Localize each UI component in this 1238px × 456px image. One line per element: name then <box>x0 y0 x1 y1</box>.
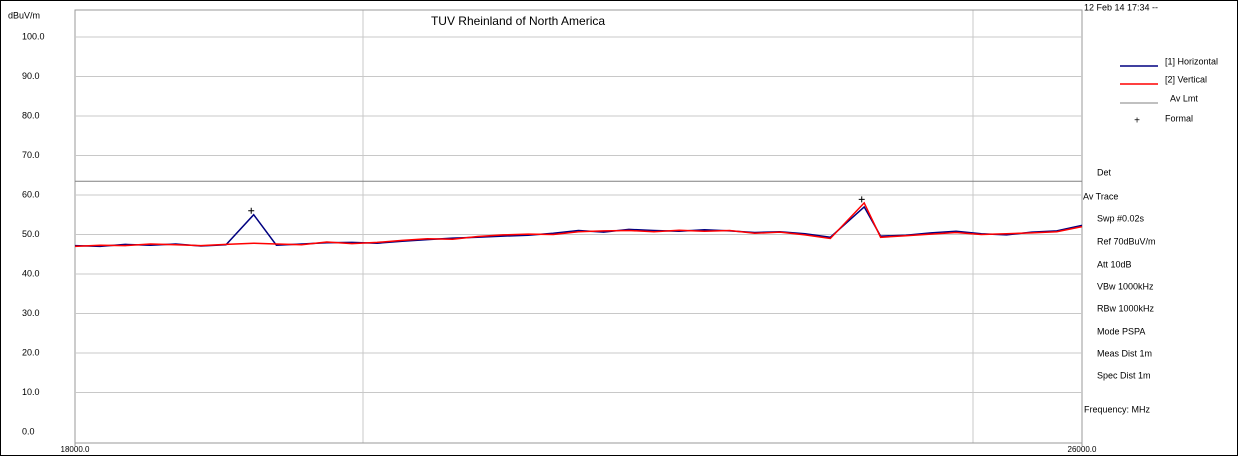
setting: Meas Dist 1m <box>1097 348 1152 358</box>
setting: RBw 1000kHz <box>1097 303 1155 313</box>
chart-title: TUV Rheinland of North America <box>431 14 605 28</box>
setting: Mode PSPA <box>1097 326 1145 336</box>
setting: Att 10dB <box>1097 259 1132 269</box>
y-tick-label: 40.0 <box>22 268 40 278</box>
legend-label: [1] Horizontal <box>1165 56 1218 66</box>
y-tick-label: 10.0 <box>22 387 40 397</box>
y-tick-label: 60.0 <box>22 189 40 199</box>
y-tick-label: 20.0 <box>22 347 40 357</box>
setting: Det <box>1097 167 1112 177</box>
setting: Av Trace <box>1083 191 1118 201</box>
legend-label: Av Lmt <box>1170 93 1198 103</box>
formal-marker <box>248 207 255 214</box>
legend-label: [2] Vertical <box>1165 74 1207 84</box>
y-tick-label: 70.0 <box>22 150 40 160</box>
formal-marker <box>858 196 865 203</box>
legend-label: Formal <box>1165 113 1193 123</box>
y-axis-label: dBuV/m <box>8 10 40 20</box>
y-tick-label: 100.0 <box>22 31 45 41</box>
y-tick-label: 90.0 <box>22 71 40 81</box>
x-tick-label: 26000.0 <box>1068 445 1097 454</box>
plot-border <box>74 9 1083 444</box>
setting: VBw 1000kHz <box>1097 281 1154 291</box>
y-tick-label: 50.0 <box>22 229 40 239</box>
setting: Swp #0.02s <box>1097 213 1145 223</box>
setting: Ref 70dBuV/m <box>1097 236 1156 246</box>
y-tick-label: 30.0 <box>22 308 40 318</box>
x-tick-label: 18000.0 <box>61 445 90 454</box>
x-axis-label: Frequency: MHz <box>1084 404 1151 414</box>
y-tick-label: 80.0 <box>22 110 40 120</box>
y-tick-label: 0.0 <box>22 426 35 436</box>
series-line <box>74 201 1083 248</box>
legend-marker: + <box>1134 116 1140 127</box>
setting: Spec Dist 1m <box>1097 370 1151 380</box>
timestamp: 12 Feb 14 17:34 -- <box>1084 2 1158 12</box>
